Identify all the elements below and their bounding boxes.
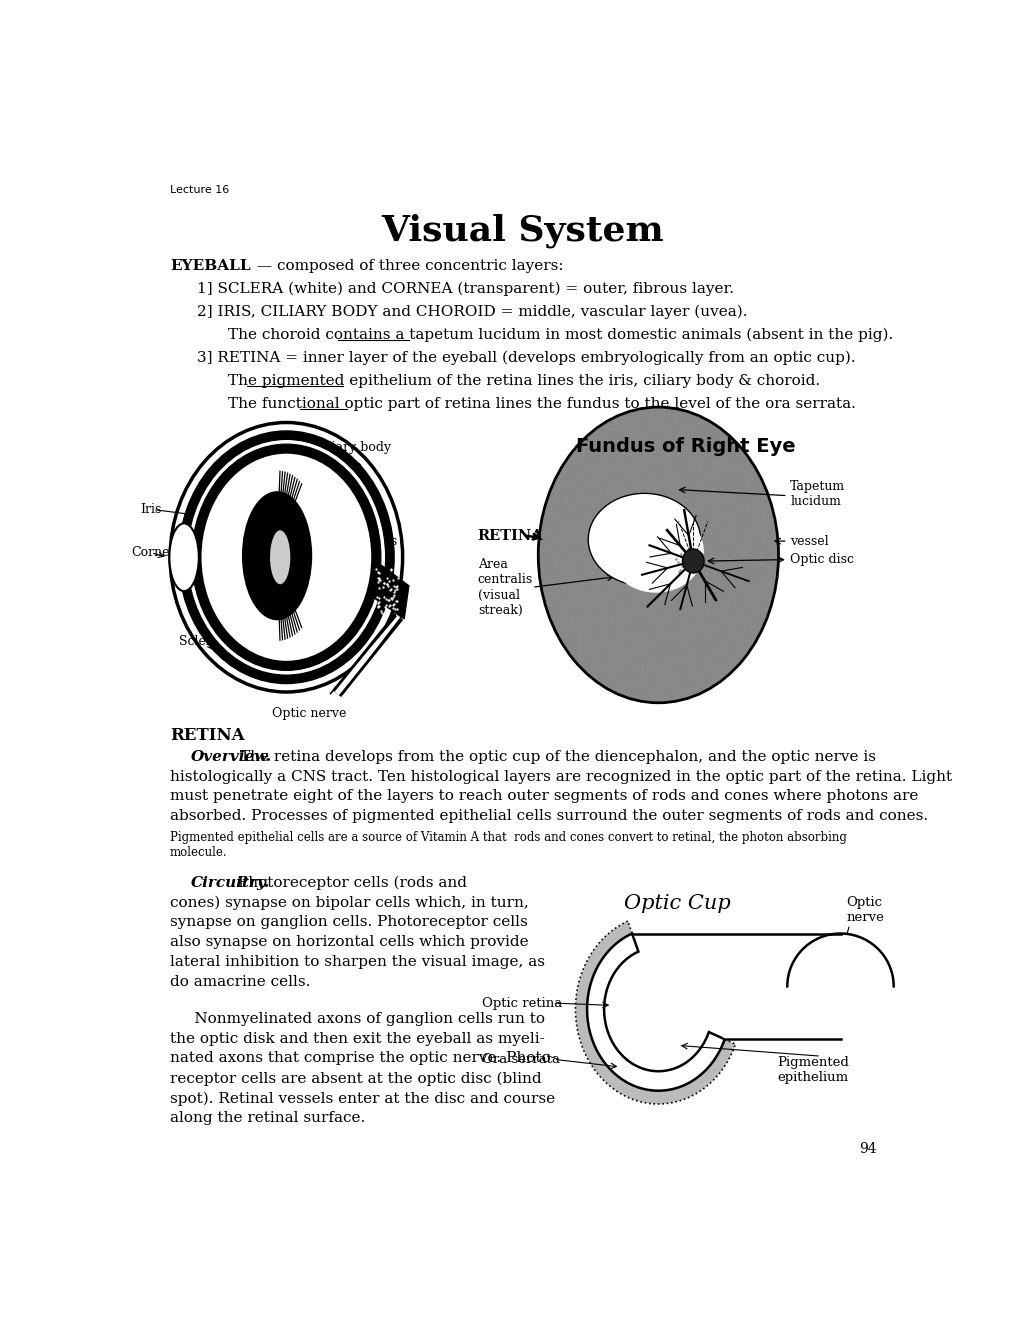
Ellipse shape [192,444,380,671]
Text: Optic Cup: Optic Cup [624,894,731,912]
Polygon shape [787,933,893,986]
Text: absorbed. Processes of pigmented epithelial cells surround the outer segments of: absorbed. Processes of pigmented epithel… [170,809,927,824]
Text: The pigmented epithelium of the retina lines the iris, ciliary body & choroid.: The pigmented epithelium of the retina l… [228,374,819,388]
Text: cones) synapse on bipolar cells which, in turn,: cones) synapse on bipolar cells which, i… [170,895,529,909]
Text: Ciliary body: Ciliary body [289,441,390,484]
Text: ora serrata: ora serrata [290,603,361,616]
Text: Pigmented
epithelium: Pigmented epithelium [776,1056,849,1084]
Text: molecule.: molecule. [170,846,227,859]
Ellipse shape [187,440,385,675]
Ellipse shape [243,492,311,619]
Text: the optic disk and then exit the eyeball as myeli-: the optic disk and then exit the eyeball… [170,1032,544,1045]
Text: Photoreceptor cells (rods and: Photoreceptor cells (rods and [237,875,466,890]
Text: vessel: vessel [790,535,828,548]
Text: Optic nerve: Optic nerve [272,706,346,719]
Text: spot). Retinal vessels enter at the disc and course: spot). Retinal vessels enter at the disc… [170,1092,554,1106]
Text: Optic retina: Optic retina [482,997,562,1010]
Ellipse shape [538,407,777,702]
Text: Circuitry.: Circuitry. [191,875,270,890]
Ellipse shape [269,529,290,585]
Ellipse shape [607,510,703,593]
Text: do amacrine cells.: do amacrine cells. [170,975,310,989]
Text: Tapetum
lucidum: Tapetum lucidum [790,480,845,508]
Text: Pigmented epithelial cells are a source of Vitamin A that  rods and cones conver: Pigmented epithelial cells are a source … [170,830,846,843]
Text: Retina: Retina [309,459,363,499]
Text: must penetrate eight of the layers to reach outer segments of rods and cones whe: must penetrate eight of the layers to re… [170,789,917,804]
Text: The choroid contains a tapetum lucidum in most domestic animals (absent in the p: The choroid contains a tapetum lucidum i… [228,327,893,342]
Text: 94: 94 [858,1142,875,1155]
Text: Lecture 16: Lecture 16 [170,185,229,195]
Polygon shape [375,562,409,619]
Text: Lens: Lens [297,546,327,560]
Text: Ora serrata: Ora serrata [482,1053,559,1065]
Ellipse shape [588,494,700,586]
Text: Cornea: Cornea [131,546,177,560]
Text: 3] RETINA = inner layer of the eyeball (develops embryologically from an optic c: 3] RETINA = inner layer of the eyeball (… [197,351,855,366]
Text: Optic
nerve: Optic nerve [846,896,883,924]
Text: receptor cells are absent at the optic disc (blind: receptor cells are absent at the optic d… [170,1072,541,1086]
Text: Fundus of Right Eye: Fundus of Right Eye [575,437,795,457]
Ellipse shape [682,549,703,573]
Text: Optic disc: Optic disc [790,553,853,566]
Text: RETINA: RETINA [170,726,245,743]
Text: nated axons that comprise the optic nerve. Photo-: nated axons that comprise the optic nerv… [170,1052,555,1065]
Polygon shape [587,933,723,1090]
Text: also synapse on horizontal cells which provide: also synapse on horizontal cells which p… [170,935,528,949]
Polygon shape [632,933,840,1039]
Text: — composed of three concentric layers:: — composed of three concentric layers: [252,259,562,272]
Text: lateral inhibition to sharpen the visual image, as: lateral inhibition to sharpen the visual… [170,956,544,969]
Text: The retina develops from the optic cup of the diencephalon, and the optic nerve : The retina develops from the optic cup o… [239,750,875,764]
Text: The functional optic part of retina lines the fundus to the level of the ora ser: The functional optic part of retina line… [228,397,855,411]
Text: Area
centralis
(visual
streak): Area centralis (visual streak) [477,557,533,616]
Text: Optic disc: Optic disc [308,587,372,601]
Text: Overview.: Overview. [191,750,272,764]
Text: Nonmyelinated axons of ganglion cells run to: Nonmyelinated axons of ganglion cells ru… [170,1011,544,1026]
Text: along the retinal surface.: along the retinal surface. [170,1111,365,1125]
Text: area
centralis: area centralis [341,520,397,548]
Text: EYEBALL: EYEBALL [170,259,251,272]
Ellipse shape [202,454,371,661]
Polygon shape [575,921,735,1104]
Ellipse shape [178,432,393,684]
Text: Sclera: Sclera [179,635,219,648]
Text: Visual System: Visual System [381,214,663,248]
Text: histologically a CNS tract. Ten histological layers are recognized in the optic : histologically a CNS tract. Ten histolog… [170,770,952,784]
Text: synapse on ganglion cells. Photoreceptor cells: synapse on ganglion cells. Photoreceptor… [170,915,528,929]
Ellipse shape [170,422,403,692]
Ellipse shape [169,524,199,591]
Text: 1] SCLERA (white) and CORNEA (transparent) = outer, fibrous layer.: 1] SCLERA (white) and CORNEA (transparen… [197,281,734,296]
Text: 2] IRIS, CILIARY BODY and CHOROID = middle, vascular layer (uvea).: 2] IRIS, CILIARY BODY and CHOROID = midd… [197,305,747,319]
Text: RETINA: RETINA [477,529,543,543]
Text: Iris: Iris [141,503,162,516]
